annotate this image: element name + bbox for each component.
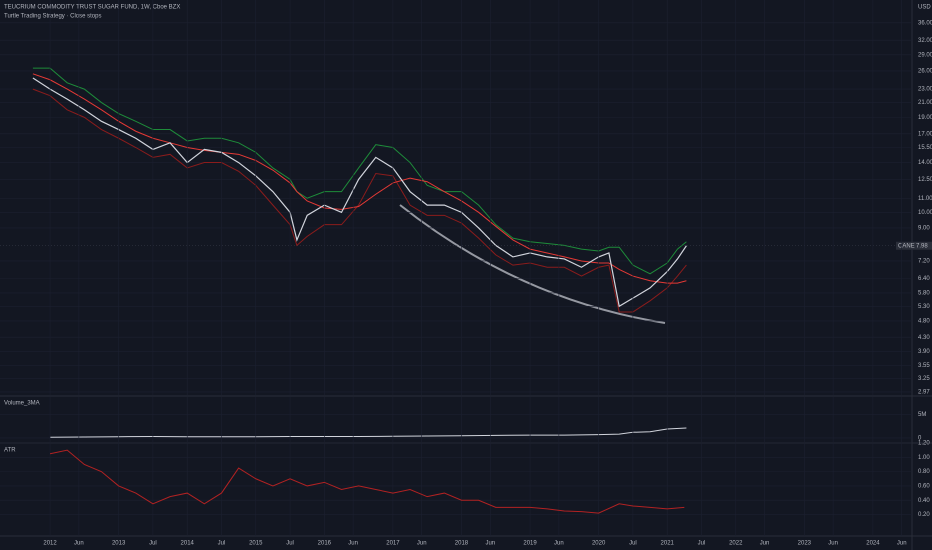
y-tick-label: 0.20: [918, 512, 930, 518]
x-tick-label: 2022: [729, 541, 743, 547]
y-tick-label: 26.00: [918, 69, 932, 75]
x-tick-label: Jun: [828, 541, 838, 547]
x-tick-label: Jun: [897, 541, 907, 547]
y-tick-label: 9.00: [918, 226, 930, 232]
y-tick-label: 5.30: [918, 304, 930, 310]
y-tick-label: 4.30: [918, 335, 930, 341]
chart-title: TEUCRIUM COMMODITY TRUST SUGAR FUND, 1W,…: [4, 5, 180, 11]
y-tick-label: 3.90: [918, 349, 930, 355]
x-tick-label: Jul: [698, 541, 706, 547]
y-tick-label: 0.60: [918, 484, 930, 490]
y-tick-label: 23.00: [918, 87, 932, 93]
last-price-value: 7.98: [916, 243, 928, 249]
trend-curve: [399, 204, 666, 324]
x-tick-label: 2016: [318, 541, 332, 547]
y-tick-label: 3.25: [918, 376, 930, 382]
y-tick-label: 32.00: [918, 38, 932, 44]
y-tick-label: 11.00: [918, 196, 932, 202]
x-tick-label: 2015: [249, 541, 263, 547]
x-tick-label: Jun: [760, 541, 770, 547]
y-tick-label: 3.55: [918, 363, 930, 369]
x-tick-label: Jun: [485, 541, 495, 547]
x-tick-label: 2021: [661, 541, 675, 547]
y-unit: USD: [918, 5, 931, 11]
y-tick-label: 0: [918, 435, 922, 441]
y-tick-label: 17.00: [918, 131, 932, 137]
y-tick-label: 21.00: [918, 100, 932, 106]
series-line: [49, 449, 685, 514]
series-line: [32, 77, 687, 308]
pane-title: Volume_3MA: [4, 401, 40, 407]
y-tick-label: 19.00: [918, 115, 932, 121]
x-tick-label: 2019: [523, 541, 537, 547]
series-line: [50, 427, 687, 438]
y-tick-label: 14.00: [918, 160, 932, 166]
last-price-name: CANE: [898, 243, 915, 249]
x-tick-label: Jun: [417, 541, 427, 547]
y-tick-label: 10.00: [918, 210, 932, 216]
x-tick-label: 2012: [43, 541, 57, 547]
chart-subtitle: Turtle Trading Strategy · Close stops: [4, 14, 102, 20]
x-tick-label: 2024: [866, 541, 880, 547]
y-tick-label: 12.50: [918, 177, 932, 183]
x-tick-label: Jun: [554, 541, 564, 547]
y-tick-label: 5M: [918, 412, 926, 418]
x-tick-label: Jun: [348, 541, 358, 547]
y-tick-label: 0.40: [918, 498, 930, 504]
y-tick-label: 0.80: [918, 469, 930, 475]
y-tick-label: 1.20: [918, 441, 930, 447]
x-tick-label: Jun: [74, 541, 84, 547]
series-line: [32, 73, 687, 284]
x-tick-label: 2018: [455, 541, 469, 547]
y-tick-label: 7.20: [918, 259, 930, 265]
y-tick-label: 6.40: [918, 276, 930, 282]
y-tick-label: 15.50: [918, 145, 932, 151]
y-tick-label: 4.80: [918, 319, 930, 325]
y-tick-label: 5.80: [918, 291, 930, 297]
y-tick-label: 2.97: [918, 390, 930, 396]
x-tick-label: 2023: [798, 541, 812, 547]
x-tick-label: Jul: [149, 541, 157, 547]
y-tick-label: 29.00: [918, 52, 932, 58]
x-tick-label: Jul: [629, 541, 637, 547]
x-tick-label: 2014: [181, 541, 195, 547]
y-tick-label: 36.00: [918, 20, 932, 26]
x-tick-label: 2013: [112, 541, 126, 547]
series-line: [32, 88, 687, 313]
x-tick-label: Jul: [218, 541, 226, 547]
x-tick-label: Jul: [286, 541, 294, 547]
x-tick-label: 2017: [386, 541, 400, 547]
last-price-box: [896, 241, 932, 250]
series-line: [32, 67, 687, 275]
x-tick-label: 2020: [592, 541, 606, 547]
y-tick-label: 1.00: [918, 455, 930, 461]
pane-title: ATR: [4, 448, 16, 454]
